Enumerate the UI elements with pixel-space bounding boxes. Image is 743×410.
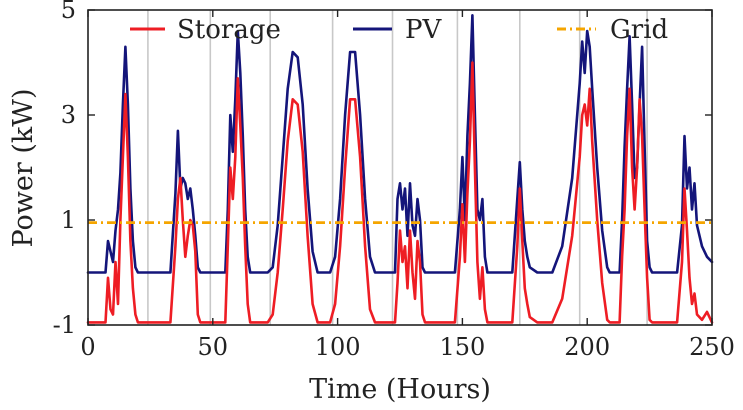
- axis-ticks: 0 50 100 150 200 250 -1 1 3 5: [53, 0, 735, 361]
- plot-frame: [87, 9, 713, 326]
- x-tick-label-1: 50: [198, 333, 229, 361]
- plot-area: [88, 10, 712, 325]
- vertical-grid: [147, 10, 648, 325]
- legend: Storage PV Grid: [130, 15, 668, 45]
- x-tick-label-3: 150: [439, 333, 485, 361]
- y-tick-label-0: -1: [53, 311, 76, 339]
- legend-grid-label: Grid: [610, 15, 668, 45]
- series-layer: [86, 14, 714, 324]
- y-tick-label-3: 5: [61, 0, 76, 24]
- x-tick-label-0: 0: [80, 333, 95, 361]
- y-tick-label-2: 3: [61, 101, 76, 129]
- series-line-storage: [86, 61, 714, 324]
- legend-storage-label: Storage: [177, 15, 281, 45]
- y-axis-title: Power (kW): [8, 88, 39, 247]
- x-tick-label-4: 200: [564, 333, 610, 361]
- series-line-pv: [86, 14, 714, 274]
- x-tick-label-5: 250: [689, 333, 735, 361]
- y-tick-label-1: 1: [61, 206, 76, 234]
- legend-pv-label: PV: [405, 15, 442, 45]
- x-tick-label-2: 100: [315, 333, 361, 361]
- x-axis-title: Time (Hours): [309, 374, 491, 405]
